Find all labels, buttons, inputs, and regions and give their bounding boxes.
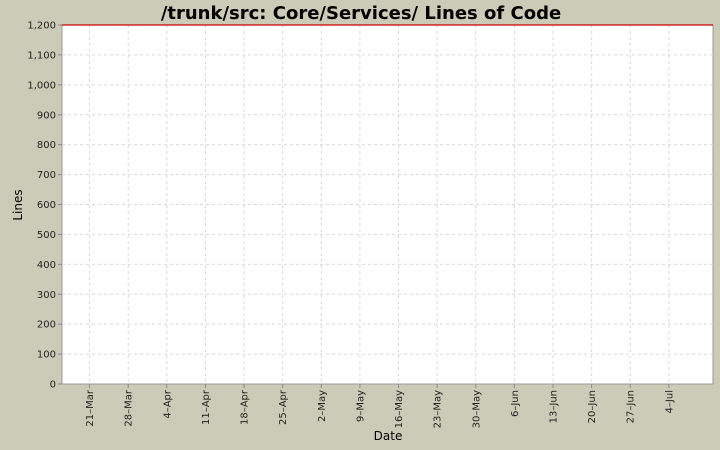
- x-tick-label: 30–May: [471, 390, 482, 428]
- chart-title: /trunk/src: Core/Services/ Lines of Code: [161, 3, 561, 24]
- x-tick-label: 18–Apr: [240, 389, 251, 425]
- x-tick-label: 23–May: [433, 390, 444, 428]
- y-tick-label: 400: [37, 260, 56, 271]
- x-tick-label: 20–Jun: [587, 390, 598, 423]
- x-tick-label: 4–Jul: [664, 390, 675, 413]
- x-tick-label: 4–Apr: [162, 389, 173, 419]
- y-tick-label: 1,100: [27, 50, 56, 61]
- y-tick-label: 0: [50, 380, 56, 391]
- y-tick-label: 700: [37, 170, 56, 181]
- y-tick-label: 1,000: [27, 80, 56, 91]
- x-tick-label: 16–May: [394, 390, 405, 428]
- y-axis-ticks: 0 100 200 300 400 500 600 700 800 900 1,000 1,100 1,…: [27, 21, 62, 391]
- x-tick-label: 11–Apr: [201, 389, 212, 425]
- x-axis-ticks: 21–Mar 28–Mar 4–Apr 11–Apr 18–Apr 25–Apr 2–May…: [85, 384, 675, 428]
- y-tick-label: 900: [37, 110, 56, 121]
- x-tick-label: 13–Jun: [549, 390, 560, 423]
- x-tick-label: 28–Mar: [124, 389, 135, 426]
- y-tick-label: 200: [37, 320, 56, 331]
- x-axis-label: Date: [374, 429, 403, 443]
- grid-lines: [62, 25, 713, 384]
- x-tick-label: 25–Apr: [278, 389, 289, 425]
- y-axis-label: Lines: [11, 189, 25, 220]
- x-tick-label: 9–May: [355, 390, 366, 422]
- y-tick-label: 300: [37, 290, 56, 301]
- y-tick-label: 800: [37, 140, 56, 151]
- y-tick-label: 600: [37, 200, 56, 211]
- y-tick-label: 500: [37, 230, 56, 241]
- y-tick-label: 1,200: [27, 21, 56, 32]
- y-tick-label: 100: [37, 350, 56, 361]
- x-tick-label: 21–Mar: [85, 389, 96, 426]
- x-tick-label: 6–Jun: [510, 390, 521, 417]
- x-tick-label: 2–May: [317, 390, 328, 422]
- x-tick-label: 27–Jun: [626, 390, 637, 423]
